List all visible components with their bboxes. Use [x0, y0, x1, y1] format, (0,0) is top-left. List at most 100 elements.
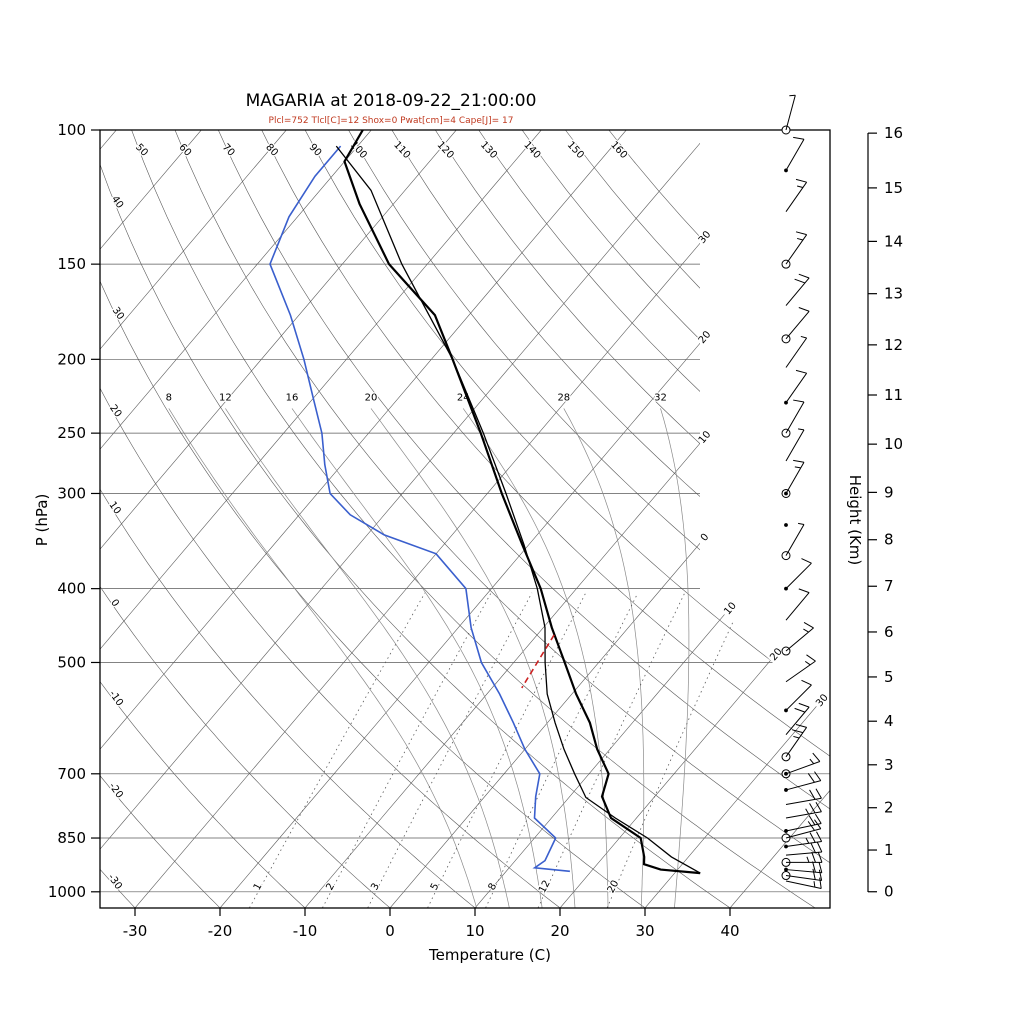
wind-barb-column: [781, 94, 823, 890]
grid-line-label: 8: [487, 881, 500, 892]
axis-tick-label: 10: [465, 922, 484, 940]
isotherm-line: [100, 130, 287, 908]
wind-barb: [781, 307, 810, 344]
isotherm-line: [100, 130, 117, 908]
dry-adiabat-line: [100, 130, 646, 908]
axis-tick-label: 2: [884, 799, 894, 817]
grid-line-label: 32: [654, 392, 667, 403]
dewpoint-curve: [269, 145, 570, 873]
dry-adiabat-line: [521, 130, 830, 908]
wind-barb: [781, 752, 821, 779]
grid-line-label: 0: [699, 532, 712, 544]
grid-line-label: 160: [608, 140, 629, 161]
axis-tick-label: 14: [884, 232, 903, 250]
isotherm-line: [100, 130, 202, 908]
dry-adiabat-line: [478, 130, 830, 908]
isotherm-line: [100, 130, 372, 908]
wind-barb: [784, 813, 822, 833]
dry-adiabat-line: [304, 130, 830, 908]
grid-line-label: 40: [109, 194, 125, 211]
page-title: MAGARIA at 2018-09-22_21:00:00: [246, 91, 537, 111]
wind-barb: [785, 702, 810, 736]
grid-line-label: -10: [107, 689, 125, 709]
grid-line-label: 10: [106, 500, 122, 517]
isotherm-line: [559, 130, 830, 908]
axis-tick-label: 150: [57, 255, 86, 273]
isotherm-line: [474, 130, 830, 908]
grid-line-label: 1: [252, 881, 265, 892]
axis-tick-label: 700: [57, 765, 86, 783]
axis-tick-label: 40: [720, 922, 739, 940]
background-grid: [100, 130, 830, 908]
grid-line-label: 12: [537, 879, 553, 895]
axis-tick-label: 8: [884, 531, 894, 549]
parcel-curve: [335, 145, 701, 874]
grid-line-label: 2: [324, 881, 337, 892]
isotherm-line: [100, 130, 457, 908]
wind-barb: [785, 654, 816, 683]
dry-adiabat-line: [608, 130, 830, 908]
mixing-ratio-line: [427, 592, 587, 908]
grid-line-label: -20: [106, 781, 124, 801]
axis-tick-label: 11: [884, 386, 903, 404]
grid-line-label: 90: [307, 142, 324, 159]
mixing-ratio-line: [537, 592, 686, 908]
dry-adiabat-line: [100, 130, 221, 908]
mixing-ratio-line: [367, 592, 533, 908]
cape-segment-curve: [521, 634, 555, 689]
wind-barb: [781, 231, 808, 269]
axis-tick-label: 4: [884, 712, 894, 730]
wind-barb: [785, 273, 810, 306]
dry-adiabat-line: [391, 130, 830, 908]
grid-line-label: 16: [286, 392, 299, 403]
axis-tick-label: 20: [550, 922, 569, 940]
wind-barb: [785, 588, 810, 621]
dry-adiabat-line: [100, 130, 731, 908]
dry-adiabat-line: [100, 130, 476, 908]
axis-tick-label: 200: [57, 350, 86, 368]
dry-adiabat-line: [100, 130, 391, 908]
moist-adiabat-line: [291, 408, 543, 908]
grid-line-label: 5: [429, 881, 442, 892]
wind-barb: [785, 877, 822, 890]
pressure-axis-label: P (hPa): [33, 494, 51, 547]
wind-barb: [785, 788, 822, 805]
dry-adiabat-line: [100, 130, 561, 908]
axis-tick-label: 13: [884, 285, 903, 303]
moist-adiabat-line: [660, 408, 690, 908]
wind-barb: [785, 801, 822, 819]
grid-line-label: 130: [478, 140, 499, 161]
axis-tick-label: 0: [385, 922, 395, 940]
axis-tick-label: 300: [57, 484, 86, 502]
dry-adiabat-line: [435, 130, 830, 908]
axis-tick-label: 7: [884, 577, 894, 595]
moist-adiabat-line: [168, 408, 477, 908]
moist-adiabat-line: [462, 408, 609, 908]
wind-barb: [781, 724, 808, 762]
isotherm-line: [219, 130, 830, 908]
grid-line-label: 150: [565, 140, 586, 161]
wind-barb: [784, 558, 812, 591]
axis-tick-label: 400: [57, 580, 86, 598]
wind-barb: [781, 399, 805, 438]
wind-barb: [785, 178, 808, 212]
background-grid-labels: 50 60 70 80 90 100 110 120 130 140 150 160403020100…: [104, 138, 832, 896]
axis-tick-label: 3: [884, 756, 894, 774]
wind-barb: [781, 621, 814, 656]
isotherm-line: [100, 130, 542, 908]
wind-barb: [785, 428, 805, 462]
axis-tick-label: 10: [884, 435, 903, 453]
height-axis-label: Height (Km): [846, 475, 864, 566]
axis-tick-label: -10: [293, 922, 318, 940]
wind-barb: [784, 861, 823, 874]
grid-line-label: 20: [365, 392, 378, 403]
axis-tick-label: 16: [884, 124, 903, 142]
moist-adiabat-line: [225, 408, 510, 908]
grid-line-label: 80: [263, 142, 280, 159]
grid-line-label: 140: [521, 140, 542, 161]
grid-line-label: 30: [697, 229, 714, 246]
grid-lines: [100, 130, 830, 908]
sounding-curves: [269, 130, 701, 875]
wind-barb: [784, 771, 822, 792]
